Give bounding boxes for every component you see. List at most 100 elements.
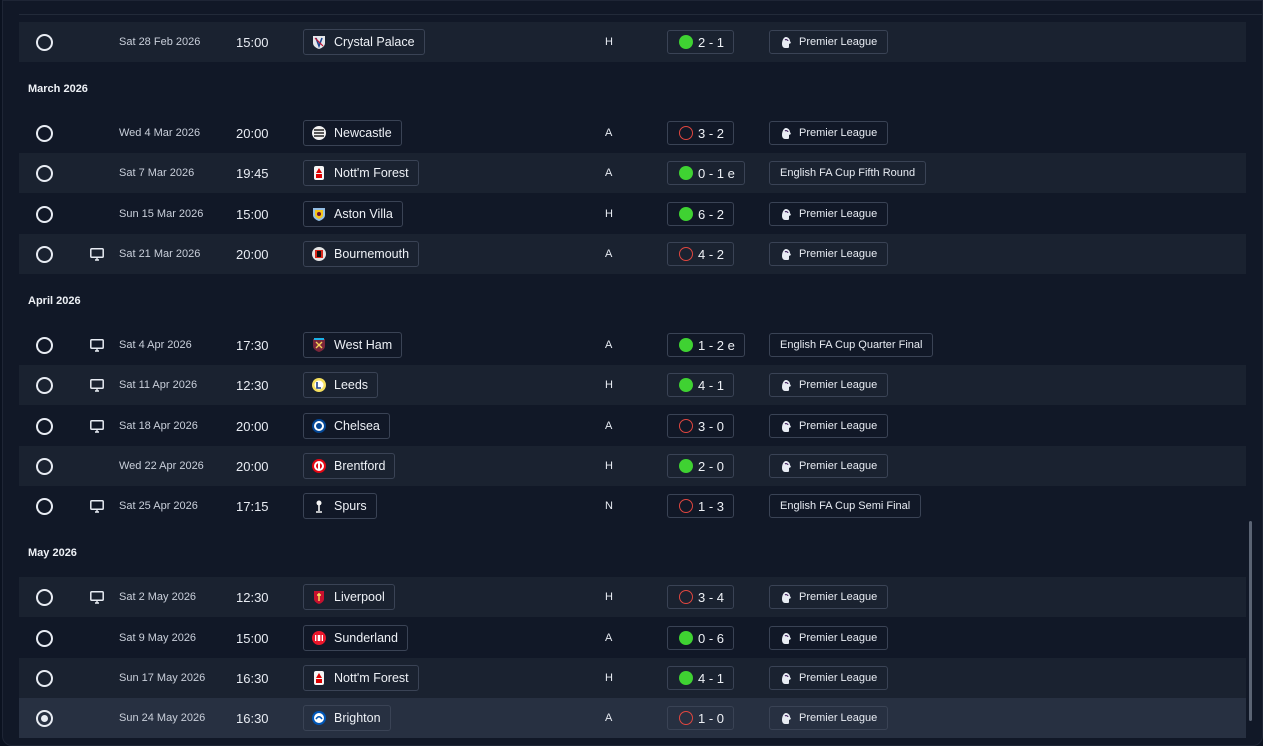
- match-result-button[interactable]: 4 - 2: [667, 242, 735, 266]
- select-fixture-radio[interactable]: [36, 34, 53, 51]
- match-result-button[interactable]: 4 - 1: [667, 373, 735, 397]
- select-fixture-radio[interactable]: [36, 498, 53, 515]
- venue-indicator: A: [605, 632, 613, 644]
- scrollbar[interactable]: [1249, 521, 1252, 721]
- match-result-button[interactable]: 1 - 0: [667, 706, 735, 730]
- opponent-button[interactable]: Leeds: [303, 372, 379, 398]
- select-fixture-radio[interactable]: [36, 125, 53, 142]
- competition-button[interactable]: Premier League: [769, 626, 889, 650]
- opponent-button[interactable]: Newcastle: [303, 120, 402, 146]
- loss-indicator-icon: [679, 247, 693, 261]
- competition-button[interactable]: Premier League: [769, 202, 889, 226]
- match-result-button[interactable]: 2 - 1: [667, 30, 735, 54]
- match-result-button[interactable]: 1 - 3: [667, 494, 735, 518]
- opponent-button[interactable]: Liverpool: [303, 584, 395, 610]
- competition-name: Premier League: [799, 420, 878, 432]
- fixture-row[interactable]: Sat 28 Feb 2026 15:00 Crystal Palace H 2 - 1…: [19, 22, 1246, 62]
- opponent-button[interactable]: Chelsea: [303, 413, 390, 439]
- competition-button[interactable]: Premier League: [769, 585, 889, 609]
- fixture-date: Sat 25 Apr 2026: [119, 500, 198, 512]
- fixture-row[interactable]: Sat 9 May 2026 15:00 Sunderland A 0 - 6 Premi…: [19, 618, 1246, 658]
- competition-button[interactable]: Premier League: [769, 414, 889, 438]
- liverpool-crest-icon: [311, 589, 327, 605]
- select-fixture-radio[interactable]: [36, 589, 53, 606]
- opponent-button[interactable]: Brighton: [303, 705, 391, 731]
- aston-villa-crest-icon: [311, 206, 327, 222]
- fixture-row[interactable]: Sat 4 Apr 2026 17:30 West Ham A 1 - 2 e Engli…: [19, 325, 1246, 365]
- competition-button[interactable]: Premier League: [769, 454, 889, 478]
- opponent-button[interactable]: Crystal Palace: [303, 29, 425, 55]
- brentford-crest-icon: [311, 458, 327, 474]
- premier-league-icon: [780, 248, 799, 261]
- opponent-button[interactable]: West Ham: [303, 332, 403, 358]
- competition-button[interactable]: Premier League: [769, 706, 889, 730]
- competition-button[interactable]: English FA Cup Semi Final: [769, 494, 922, 518]
- kickoff-time: 15:00: [236, 631, 269, 646]
- fixture-row[interactable]: Sat 11 Apr 2026 12:30 Leeds H 4 - 1 Premier L…: [19, 365, 1246, 405]
- match-result-button[interactable]: 3 - 0: [667, 414, 735, 438]
- opponent-button[interactable]: Spurs: [303, 493, 377, 519]
- competition-name: Premier League: [799, 36, 878, 48]
- match-result-button[interactable]: 3 - 4: [667, 585, 735, 609]
- opponent-name: Nott'm Forest: [334, 166, 409, 180]
- month-label: March 2026: [28, 83, 88, 95]
- month-header: May 2026: [19, 537, 1246, 567]
- match-result-button[interactable]: 0 - 1 e: [667, 161, 745, 185]
- venue-indicator: H: [605, 591, 613, 603]
- select-fixture-radio[interactable]: [36, 670, 53, 687]
- tv-icon: [90, 500, 104, 513]
- score-text: 3 - 0: [698, 418, 725, 434]
- fixture-date: Sun 15 Mar 2026: [119, 208, 204, 220]
- select-fixture-radio[interactable]: [36, 246, 53, 263]
- select-fixture-radio[interactable]: [36, 458, 53, 475]
- select-fixture-radio[interactable]: [36, 206, 53, 223]
- month-header: March 2026: [19, 73, 1246, 103]
- select-fixture-radio[interactable]: [36, 165, 53, 182]
- opponent-button[interactable]: Sunderland: [303, 625, 408, 651]
- select-fixture-radio[interactable]: [36, 630, 53, 647]
- fixture-date: Sat 28 Feb 2026: [119, 36, 201, 48]
- competition-button[interactable]: Premier League: [769, 121, 889, 145]
- fixture-row[interactable]: Sat 2 May 2026 12:30 Liverpool H 3 - 4 Premie…: [19, 577, 1246, 617]
- match-result-button[interactable]: 1 - 2 e: [667, 333, 745, 357]
- select-fixture-radio[interactable]: [36, 337, 53, 354]
- competition-button[interactable]: Premier League: [769, 666, 889, 690]
- match-result-button[interactable]: 6 - 2: [667, 202, 735, 226]
- select-fixture-radio[interactable]: [36, 377, 53, 394]
- fixture-row[interactable]: Sun 15 Mar 2026 15:00 Aston Villa H 6 - 2 Pre…: [19, 194, 1246, 234]
- competition-button[interactable]: English FA Cup Fifth Round: [769, 161, 927, 185]
- venue-indicator: A: [605, 127, 613, 139]
- kickoff-time: 17:30: [236, 338, 269, 353]
- kickoff-time: 16:30: [236, 711, 269, 726]
- competition-button[interactable]: Premier League: [769, 373, 889, 397]
- match-result-button[interactable]: 4 - 1: [667, 666, 735, 690]
- competition-button[interactable]: English FA Cup Quarter Final: [769, 333, 934, 357]
- match-result-button[interactable]: 3 - 2: [667, 121, 735, 145]
- loss-indicator-icon: [679, 126, 693, 140]
- select-fixture-radio[interactable]: [36, 418, 53, 435]
- opponent-button[interactable]: Bournemouth: [303, 241, 420, 267]
- match-result-button[interactable]: 2 - 0: [667, 454, 735, 478]
- fixture-row[interactable]: Sat 18 Apr 2026 20:00 Chelsea A 3 - 0 Premier…: [19, 406, 1246, 446]
- match-result-button[interactable]: 0 - 6: [667, 626, 735, 650]
- win-indicator-icon: [679, 459, 693, 473]
- fixture-row[interactable]: Sat 7 Mar 2026 19:45 Nott'm Forest A 0 - 1 e…: [19, 153, 1246, 193]
- select-fixture-radio[interactable]: [36, 710, 53, 727]
- opponent-button[interactable]: Brentford: [303, 453, 396, 479]
- kickoff-time: 15:00: [236, 207, 269, 222]
- opponent-button[interactable]: Aston Villa: [303, 201, 403, 227]
- kickoff-time: 12:30: [236, 590, 269, 605]
- fixture-row[interactable]: Sat 21 Mar 2026 20:00 Bournemouth A 4 - 2 Pre…: [19, 234, 1246, 274]
- opponent-button[interactable]: Nott'm Forest: [303, 665, 419, 691]
- fixture-row[interactable]: Sun 17 May 2026 16:30 Nott'm Forest H 4 - 1 P…: [19, 658, 1246, 698]
- competition-button[interactable]: Premier League: [769, 30, 889, 54]
- fixture-row[interactable]: Wed 22 Apr 2026 20:00 Brentford H 2 - 0 Premi…: [19, 446, 1246, 486]
- score-text: 3 - 4: [698, 589, 725, 605]
- competition-button[interactable]: Premier League: [769, 242, 889, 266]
- kickoff-time: 19:45: [236, 166, 269, 181]
- fixture-row[interactable]: Sun 24 May 2026 16:30 Brighton A 1 - 0 Premie…: [19, 698, 1246, 738]
- fixture-row[interactable]: Sat 25 Apr 2026 17:15 Spurs N 1 - 3 English F…: [19, 486, 1246, 526]
- sunderland-crest-icon: [311, 630, 327, 646]
- fixture-row[interactable]: Wed 4 Mar 2026 20:00 Newcastle A 3 - 2 Premie…: [19, 113, 1246, 153]
- opponent-button[interactable]: Nott'm Forest: [303, 160, 419, 186]
